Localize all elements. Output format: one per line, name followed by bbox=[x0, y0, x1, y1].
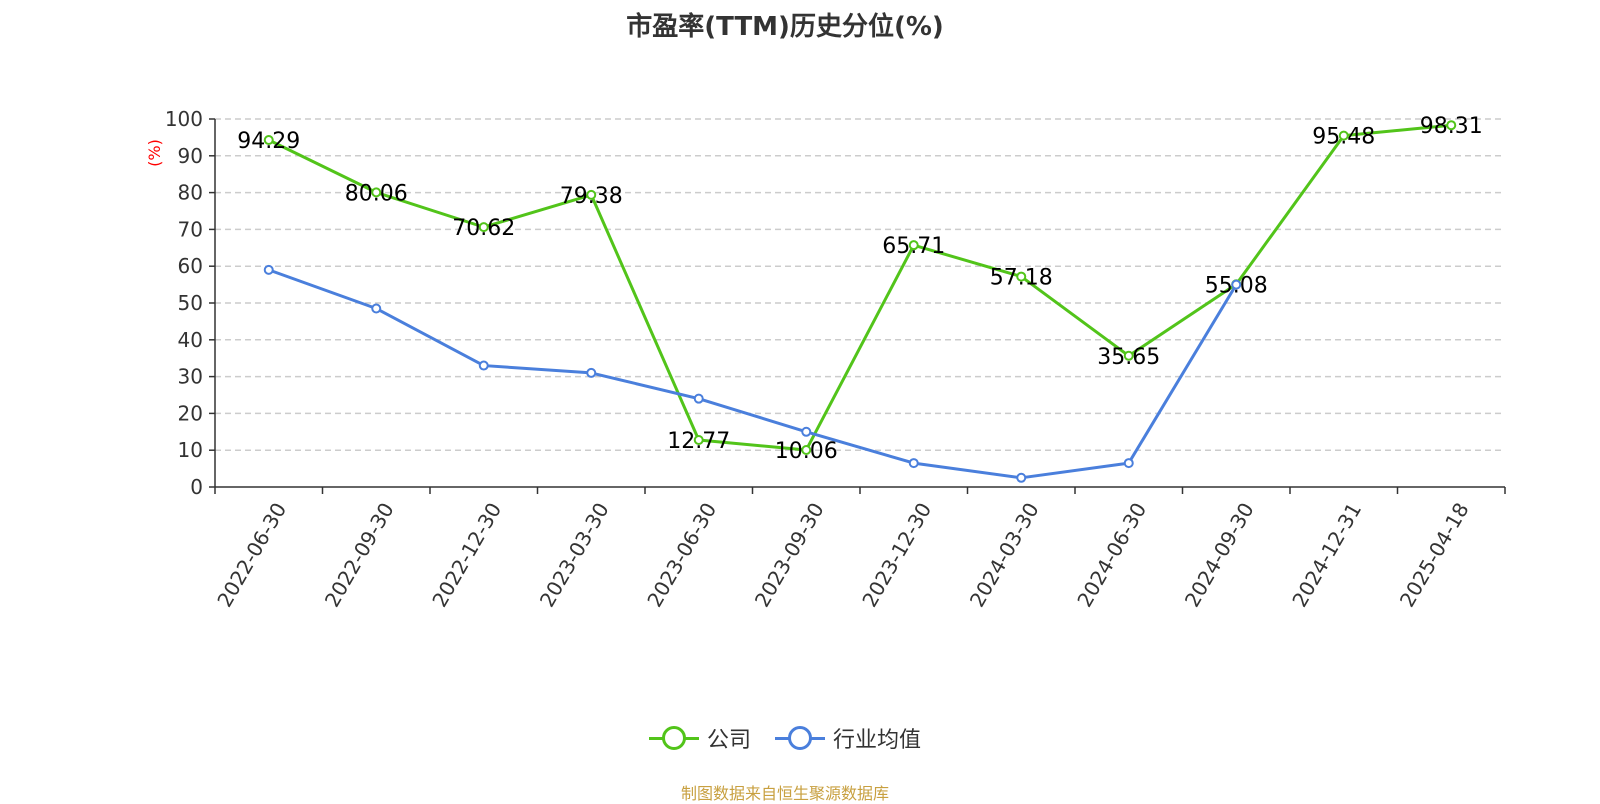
y-tick-label: 10 bbox=[178, 438, 203, 462]
chart-title: 市盈率(TTM)历史分位(%) bbox=[626, 12, 944, 42]
data-label: 10.06 bbox=[775, 439, 838, 464]
data-point bbox=[1123, 350, 1134, 361]
legend-item-industry-average[interactable]: 行业均值 bbox=[775, 722, 921, 754]
x-tick-label: 2023-06-30 bbox=[642, 499, 721, 612]
series-group bbox=[263, 120, 1457, 483]
data-point bbox=[371, 303, 382, 314]
y-axis-unit-label: (%) bbox=[145, 139, 164, 167]
y-tick-label: 80 bbox=[178, 181, 203, 205]
legend-label-industry-average: 行业均值 bbox=[833, 728, 922, 753]
data-point bbox=[693, 393, 704, 404]
data-point bbox=[1338, 130, 1349, 141]
data-point bbox=[478, 360, 489, 371]
y-tick-label: 90 bbox=[178, 144, 203, 168]
y-tick-label: 70 bbox=[178, 217, 203, 241]
x-tick-label: 2023-03-30 bbox=[535, 499, 614, 612]
x-tick-label: 2024-06-30 bbox=[1072, 499, 1151, 612]
x-axis-ticks: 2022-06-30 2022-09-30 2022-12-30 2023-03-30… bbox=[212, 487, 1506, 612]
x-tick-label: 2023-09-30 bbox=[750, 499, 829, 612]
data-label: 80.06 bbox=[345, 181, 408, 206]
data-labels: 94.29 80.06 70.62 79.38 12.77 10.06 65.71 57.18… bbox=[237, 114, 1482, 464]
chart-plot-area: 0 10 20 30 40 50 60 70 80 90 100 2022-06-30 2022-09… bbox=[145, 107, 1506, 612]
legend-line-circle-icon bbox=[775, 726, 825, 750]
data-label: 70.62 bbox=[452, 216, 515, 241]
data-label: 98.31 bbox=[1420, 114, 1483, 139]
x-tick-label: 2025-04-18 bbox=[1395, 499, 1474, 612]
data-label: 79.38 bbox=[560, 184, 623, 209]
data-label: 65.71 bbox=[882, 234, 945, 259]
data-point bbox=[1231, 279, 1242, 290]
data-label: 95.48 bbox=[1312, 125, 1375, 150]
series-line-0 bbox=[268, 123, 1452, 452]
data-point bbox=[263, 264, 274, 275]
data-point bbox=[801, 444, 812, 455]
data-point bbox=[586, 367, 597, 378]
data-point bbox=[478, 222, 489, 233]
y-tick-label: 30 bbox=[178, 365, 203, 389]
y-tick-label: 60 bbox=[178, 254, 203, 278]
x-tick-label: 2024-03-30 bbox=[965, 499, 1044, 612]
data-label: 94.29 bbox=[237, 129, 300, 154]
data-point bbox=[586, 189, 597, 200]
data-point bbox=[263, 135, 274, 146]
data-point bbox=[801, 426, 812, 437]
data-label: 55.08 bbox=[1205, 273, 1268, 298]
data-point bbox=[908, 240, 919, 251]
legend-label-company: 公司 bbox=[706, 728, 751, 753]
x-tick-label: 2022-09-30 bbox=[320, 499, 399, 612]
y-tick-label: 20 bbox=[178, 401, 203, 425]
grid-lines bbox=[215, 118, 1505, 451]
source-footnote: 制图数据来自恒生聚源数据库 bbox=[680, 784, 889, 803]
y-tick-label: 100 bbox=[165, 107, 203, 131]
data-point bbox=[1446, 120, 1457, 131]
legend-line-circle-icon bbox=[648, 726, 699, 750]
data-point bbox=[371, 187, 382, 198]
data-point bbox=[1016, 271, 1027, 282]
y-tick-label: 40 bbox=[178, 328, 203, 352]
y-tick-label: 50 bbox=[178, 291, 203, 315]
legend: 公司 行业均值 bbox=[0, 722, 1570, 754]
x-tick-label: 2024-09-30 bbox=[1180, 499, 1259, 612]
data-point bbox=[693, 435, 704, 446]
y-axis-ticks: 0 10 20 30 40 50 60 70 80 90 100 bbox=[165, 107, 215, 499]
data-point bbox=[1123, 458, 1134, 469]
y-tick-label: 0 bbox=[190, 475, 203, 499]
data-point bbox=[1016, 472, 1027, 483]
data-label: 35.65 bbox=[1097, 345, 1160, 370]
data-label: 12.77 bbox=[667, 429, 730, 454]
data-label: 57.18 bbox=[990, 266, 1053, 291]
x-tick-label: 2022-12-30 bbox=[427, 499, 506, 612]
x-tick-label: 2022-06-30 bbox=[212, 499, 291, 612]
data-point bbox=[908, 458, 919, 469]
x-tick-label: 2024-12-31 bbox=[1287, 499, 1366, 612]
x-tick-label: 2023-12-30 bbox=[857, 499, 936, 612]
series-line-1 bbox=[268, 268, 1238, 480]
legend-item-company[interactable]: 公司 bbox=[648, 722, 751, 754]
